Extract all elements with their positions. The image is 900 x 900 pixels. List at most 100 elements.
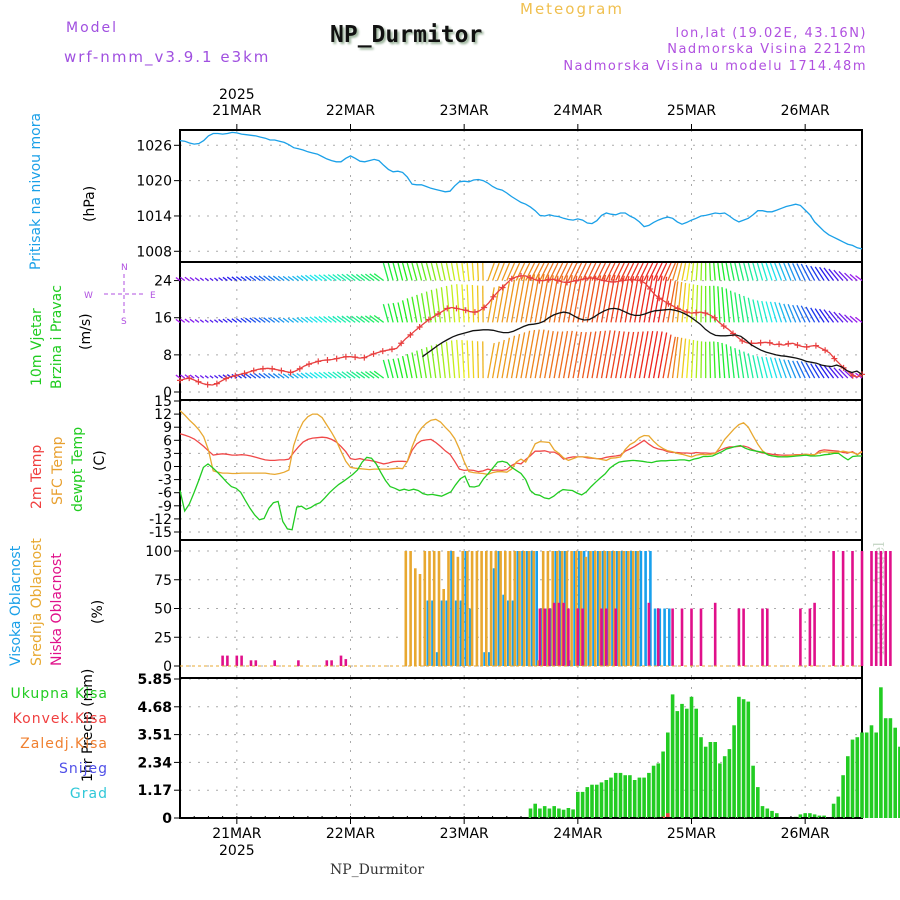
precip-bar <box>703 746 708 818</box>
cloud-bar <box>504 551 507 666</box>
xtick-label-bottom: 25MAR <box>667 826 716 842</box>
cloud-bar <box>297 660 300 667</box>
cloud-bar <box>459 600 463 666</box>
cloud-ylabel-low: Niska Oblacnost <box>49 553 65 666</box>
cloud-bar <box>488 652 491 666</box>
precip-bar <box>542 806 547 818</box>
cloud-bar <box>841 551 845 666</box>
gust-marker <box>757 339 764 346</box>
cloud-bar <box>636 551 640 666</box>
precip-bar <box>590 784 594 818</box>
coordinates: lon,lat (19.02E, 43.16N) <box>675 26 867 41</box>
xtick-label-top: 22MAR <box>326 103 375 119</box>
precip-legend-item: Grad <box>69 786 108 802</box>
cloud-bar <box>663 608 666 666</box>
precip-konvek-kisa <box>661 813 670 818</box>
cloud-bar <box>483 652 486 666</box>
gust-marker <box>545 276 552 283</box>
gust-marker <box>177 377 183 384</box>
cloud-niska-oblacnost <box>221 551 892 667</box>
cloud-bar <box>567 608 570 666</box>
pressure-line <box>179 131 863 250</box>
ytick-label: 0 <box>163 385 172 401</box>
cloud-bar <box>680 608 684 666</box>
cloud-bar <box>511 600 515 666</box>
gust-marker <box>822 347 829 354</box>
gust-marker <box>647 285 654 292</box>
gust-marker <box>352 354 359 361</box>
cloud-bar <box>527 551 531 666</box>
gust-marker <box>333 355 340 362</box>
cloud-bar <box>537 660 540 667</box>
precip-bar <box>609 777 613 818</box>
gust-marker <box>776 341 783 348</box>
gust-marker <box>407 331 414 338</box>
cloud-bar <box>502 594 505 666</box>
compass-east: E <box>150 291 156 301</box>
cloud-bar <box>454 600 458 666</box>
cloud-bar <box>541 551 545 666</box>
cloud-bar <box>530 551 534 666</box>
precip-bar <box>841 775 845 818</box>
precip-bar <box>831 803 836 818</box>
cloud-bar <box>426 600 430 666</box>
gust-marker <box>564 279 571 286</box>
ytick-label: 3.51 <box>137 728 172 744</box>
gust-marker <box>859 371 865 378</box>
temp-ylabel-sfc: SFC Temp <box>50 436 66 505</box>
cloud-bar <box>548 608 551 666</box>
cloud-bar <box>538 608 542 666</box>
gust-marker <box>398 340 405 347</box>
ytick-label: 6 <box>163 433 172 449</box>
gust-marker <box>435 311 442 317</box>
ytick-label: -3 <box>158 473 172 489</box>
precip-bar <box>869 725 874 818</box>
gust-marker <box>287 369 294 376</box>
cloud-bar <box>597 551 600 666</box>
cloud-bar <box>630 551 633 666</box>
ytick-label: 50 <box>154 602 172 618</box>
gust-marker <box>591 275 598 282</box>
precip-bar <box>538 808 542 818</box>
precip-legend-item: Ukupna Kisa <box>10 686 108 702</box>
temp-sfc-line <box>179 410 863 476</box>
cloud-bar <box>513 551 517 666</box>
panel-frame-pressure <box>179 129 863 263</box>
gust-marker <box>462 307 469 314</box>
ytick-label: 2.34 <box>137 755 172 771</box>
gust-marker <box>582 275 589 282</box>
ytick-label: 1020 <box>136 174 172 190</box>
gust-marker <box>223 375 230 382</box>
cloud-bar <box>605 608 608 666</box>
precip-bar <box>846 756 850 818</box>
cloud-bar <box>507 600 510 666</box>
cloud-bar <box>563 551 567 666</box>
year-label-bottom: 2025 <box>219 843 255 859</box>
precip-bar <box>803 813 807 818</box>
ytick-label: 0 <box>163 659 172 675</box>
cloud-bar <box>554 551 557 666</box>
precip-bar <box>613 772 618 818</box>
precip-bar <box>822 815 826 818</box>
cloud-bar <box>546 551 550 666</box>
gust-marker <box>527 274 534 281</box>
gust-marker <box>619 277 626 284</box>
precip-bar <box>566 808 571 818</box>
precip-bar <box>599 782 604 818</box>
precip-bar <box>680 703 684 818</box>
precip-bar <box>618 772 623 818</box>
gust-marker <box>296 365 303 372</box>
cloud-bar <box>532 551 535 666</box>
precip-bar <box>666 813 670 818</box>
footer-station: NP_Durmitor <box>330 862 425 878</box>
cloud-bar <box>620 551 624 666</box>
ytick-label: 25 <box>154 630 172 646</box>
cloud-bar <box>565 551 569 666</box>
precip-bar <box>661 751 665 818</box>
precip-bar <box>557 808 561 818</box>
gust-marker <box>720 323 727 330</box>
pressure-ylabel: Pritisak na nivou mora <box>28 112 44 270</box>
cloud-bar <box>603 551 607 666</box>
precip-bar <box>547 808 552 818</box>
cloud-bar <box>562 602 565 667</box>
